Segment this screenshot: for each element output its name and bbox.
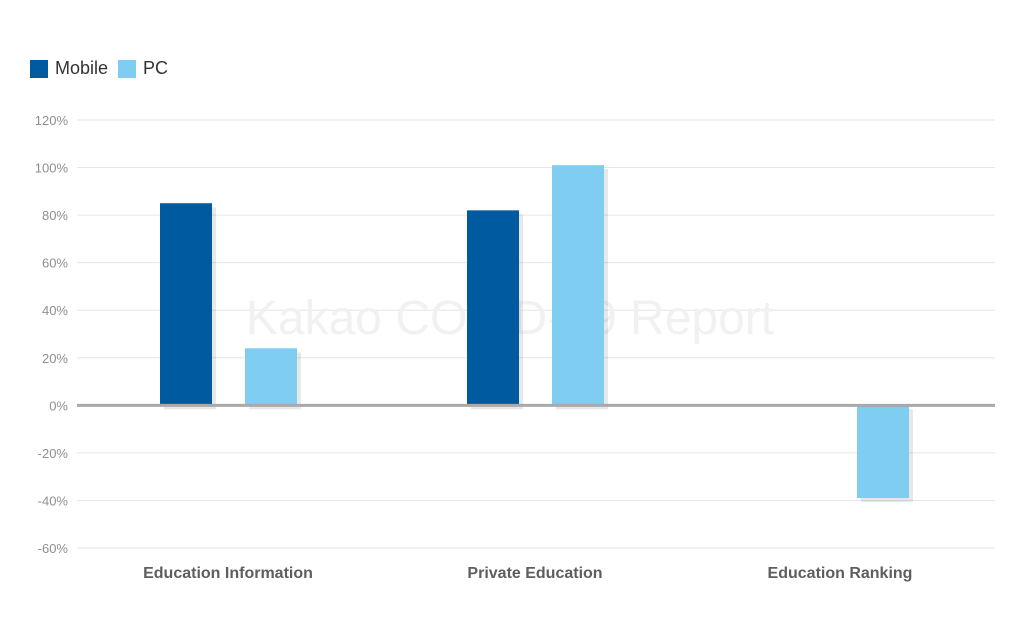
- y-tick-label: 0%: [49, 398, 68, 413]
- y-tick-label: 80%: [42, 208, 68, 223]
- bar-layer: [160, 165, 913, 503]
- x-category-label: Private Education: [467, 565, 602, 582]
- y-tick-label: -40%: [38, 493, 69, 508]
- y-tick-label: -60%: [38, 541, 69, 556]
- legend: Mobile PC: [30, 58, 168, 79]
- bar-pc-education-information: [245, 348, 297, 406]
- legend-item-mobile: Mobile: [30, 58, 108, 79]
- y-tick-label: 20%: [42, 351, 68, 366]
- y-tick-label: 120%: [35, 113, 69, 128]
- y-tick-label: 40%: [42, 303, 68, 318]
- bar-mobile-education-information: [160, 203, 212, 406]
- y-tick-label: -20%: [38, 446, 69, 461]
- legend-swatch-mobile: [30, 59, 48, 78]
- bar-pc-private-education: [552, 165, 604, 406]
- bar-pc-education-ranking: [857, 405, 909, 499]
- y-tick-label: 60%: [42, 256, 68, 271]
- label-layer: 120% 100% 80% 60% 40% 20% 0% -20% -40% -60% Educat…: [35, 113, 913, 582]
- x-category-label: Education Ranking: [768, 565, 913, 582]
- y-tick-label: 100%: [35, 161, 69, 176]
- bar-mobile-private-education: [467, 210, 519, 406]
- legend-label-mobile: Mobile: [55, 58, 109, 78]
- x-category-label: Education Information: [143, 565, 313, 582]
- legend-item-pc: PC: [118, 58, 168, 79]
- legend-swatch-pc: [118, 59, 137, 78]
- legend-label-pc: PC: [143, 58, 169, 78]
- grid-layer: [77, 119, 995, 549]
